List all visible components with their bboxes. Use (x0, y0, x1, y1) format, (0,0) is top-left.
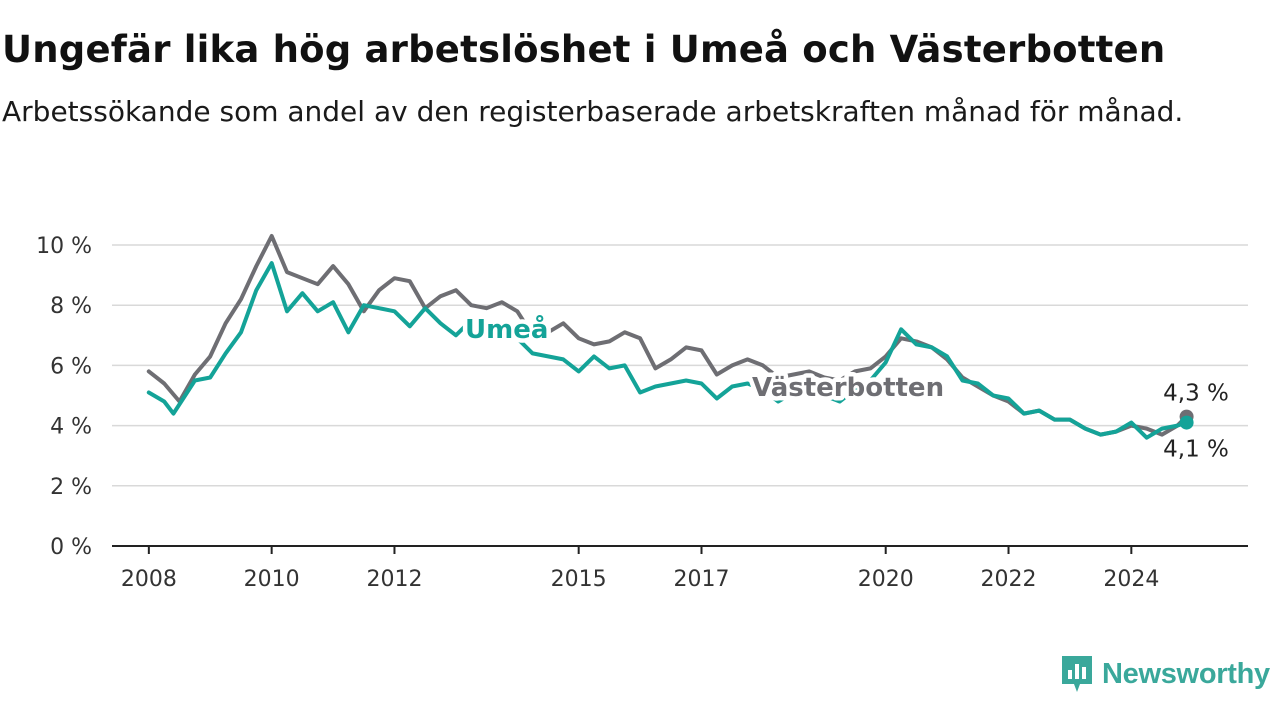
series-label-vasterbotten: Västerbotten (752, 373, 944, 403)
y-tick-label: 6 % (50, 354, 92, 379)
chart-subtitle: Arbetssökande som andel av den registerb… (2, 95, 1184, 128)
gridlines (112, 244, 1248, 487)
series-labels: Umeå Västerbotten 4,3 % 4,1 % (461, 309, 1232, 466)
brand-name: Newsworthy (1102, 657, 1270, 690)
end-value-label-umea: 4,1 % (1163, 437, 1229, 463)
x-tick-label: 2022 (981, 567, 1037, 592)
newsworthy-logo[interactable]: Newsworthy (1060, 652, 1270, 696)
end-value-label-vasterbotten: 4,3 % (1163, 381, 1229, 407)
series-line-västerbotten (146, 234, 1189, 437)
x-tick-label: 2010 (244, 567, 300, 592)
x-tick-label: 2024 (1103, 567, 1159, 592)
y-tick-label: 4 % (50, 415, 92, 440)
x-tick-label: 2012 (366, 567, 422, 592)
x-tick-label: 2017 (673, 567, 729, 592)
newsworthy-logo-icon (1062, 656, 1092, 692)
y-tick-label: 2 % (50, 475, 92, 500)
y-tick-label: 0 % (50, 535, 92, 560)
y-tick-label: 8 % (50, 294, 92, 319)
chart-title: Ungefär lika hög arbetslöshet i Umeå och… (2, 28, 1166, 71)
line-chart: 0 % 2 % 4 % 6 % 8 % 10 % 2008 2010 2012 2015 2017… (36, 234, 1248, 592)
x-tick-label: 2008 (121, 567, 177, 592)
x-axis: 2008 2010 2012 2015 2017 2020 2022 2024 (112, 545, 1248, 592)
x-tick-label: 2015 (551, 567, 607, 592)
series-lines (146, 234, 1194, 440)
end-point-marker (1179, 415, 1194, 430)
x-tick-label: 2020 (858, 567, 914, 592)
y-axis-ticks: 0 % 2 % 4 % 6 % 8 % 10 % (36, 234, 92, 560)
series-line-umeå (146, 261, 1189, 440)
y-tick-label: 10 % (36, 234, 92, 259)
series-label-umea: Umeå (465, 313, 548, 345)
